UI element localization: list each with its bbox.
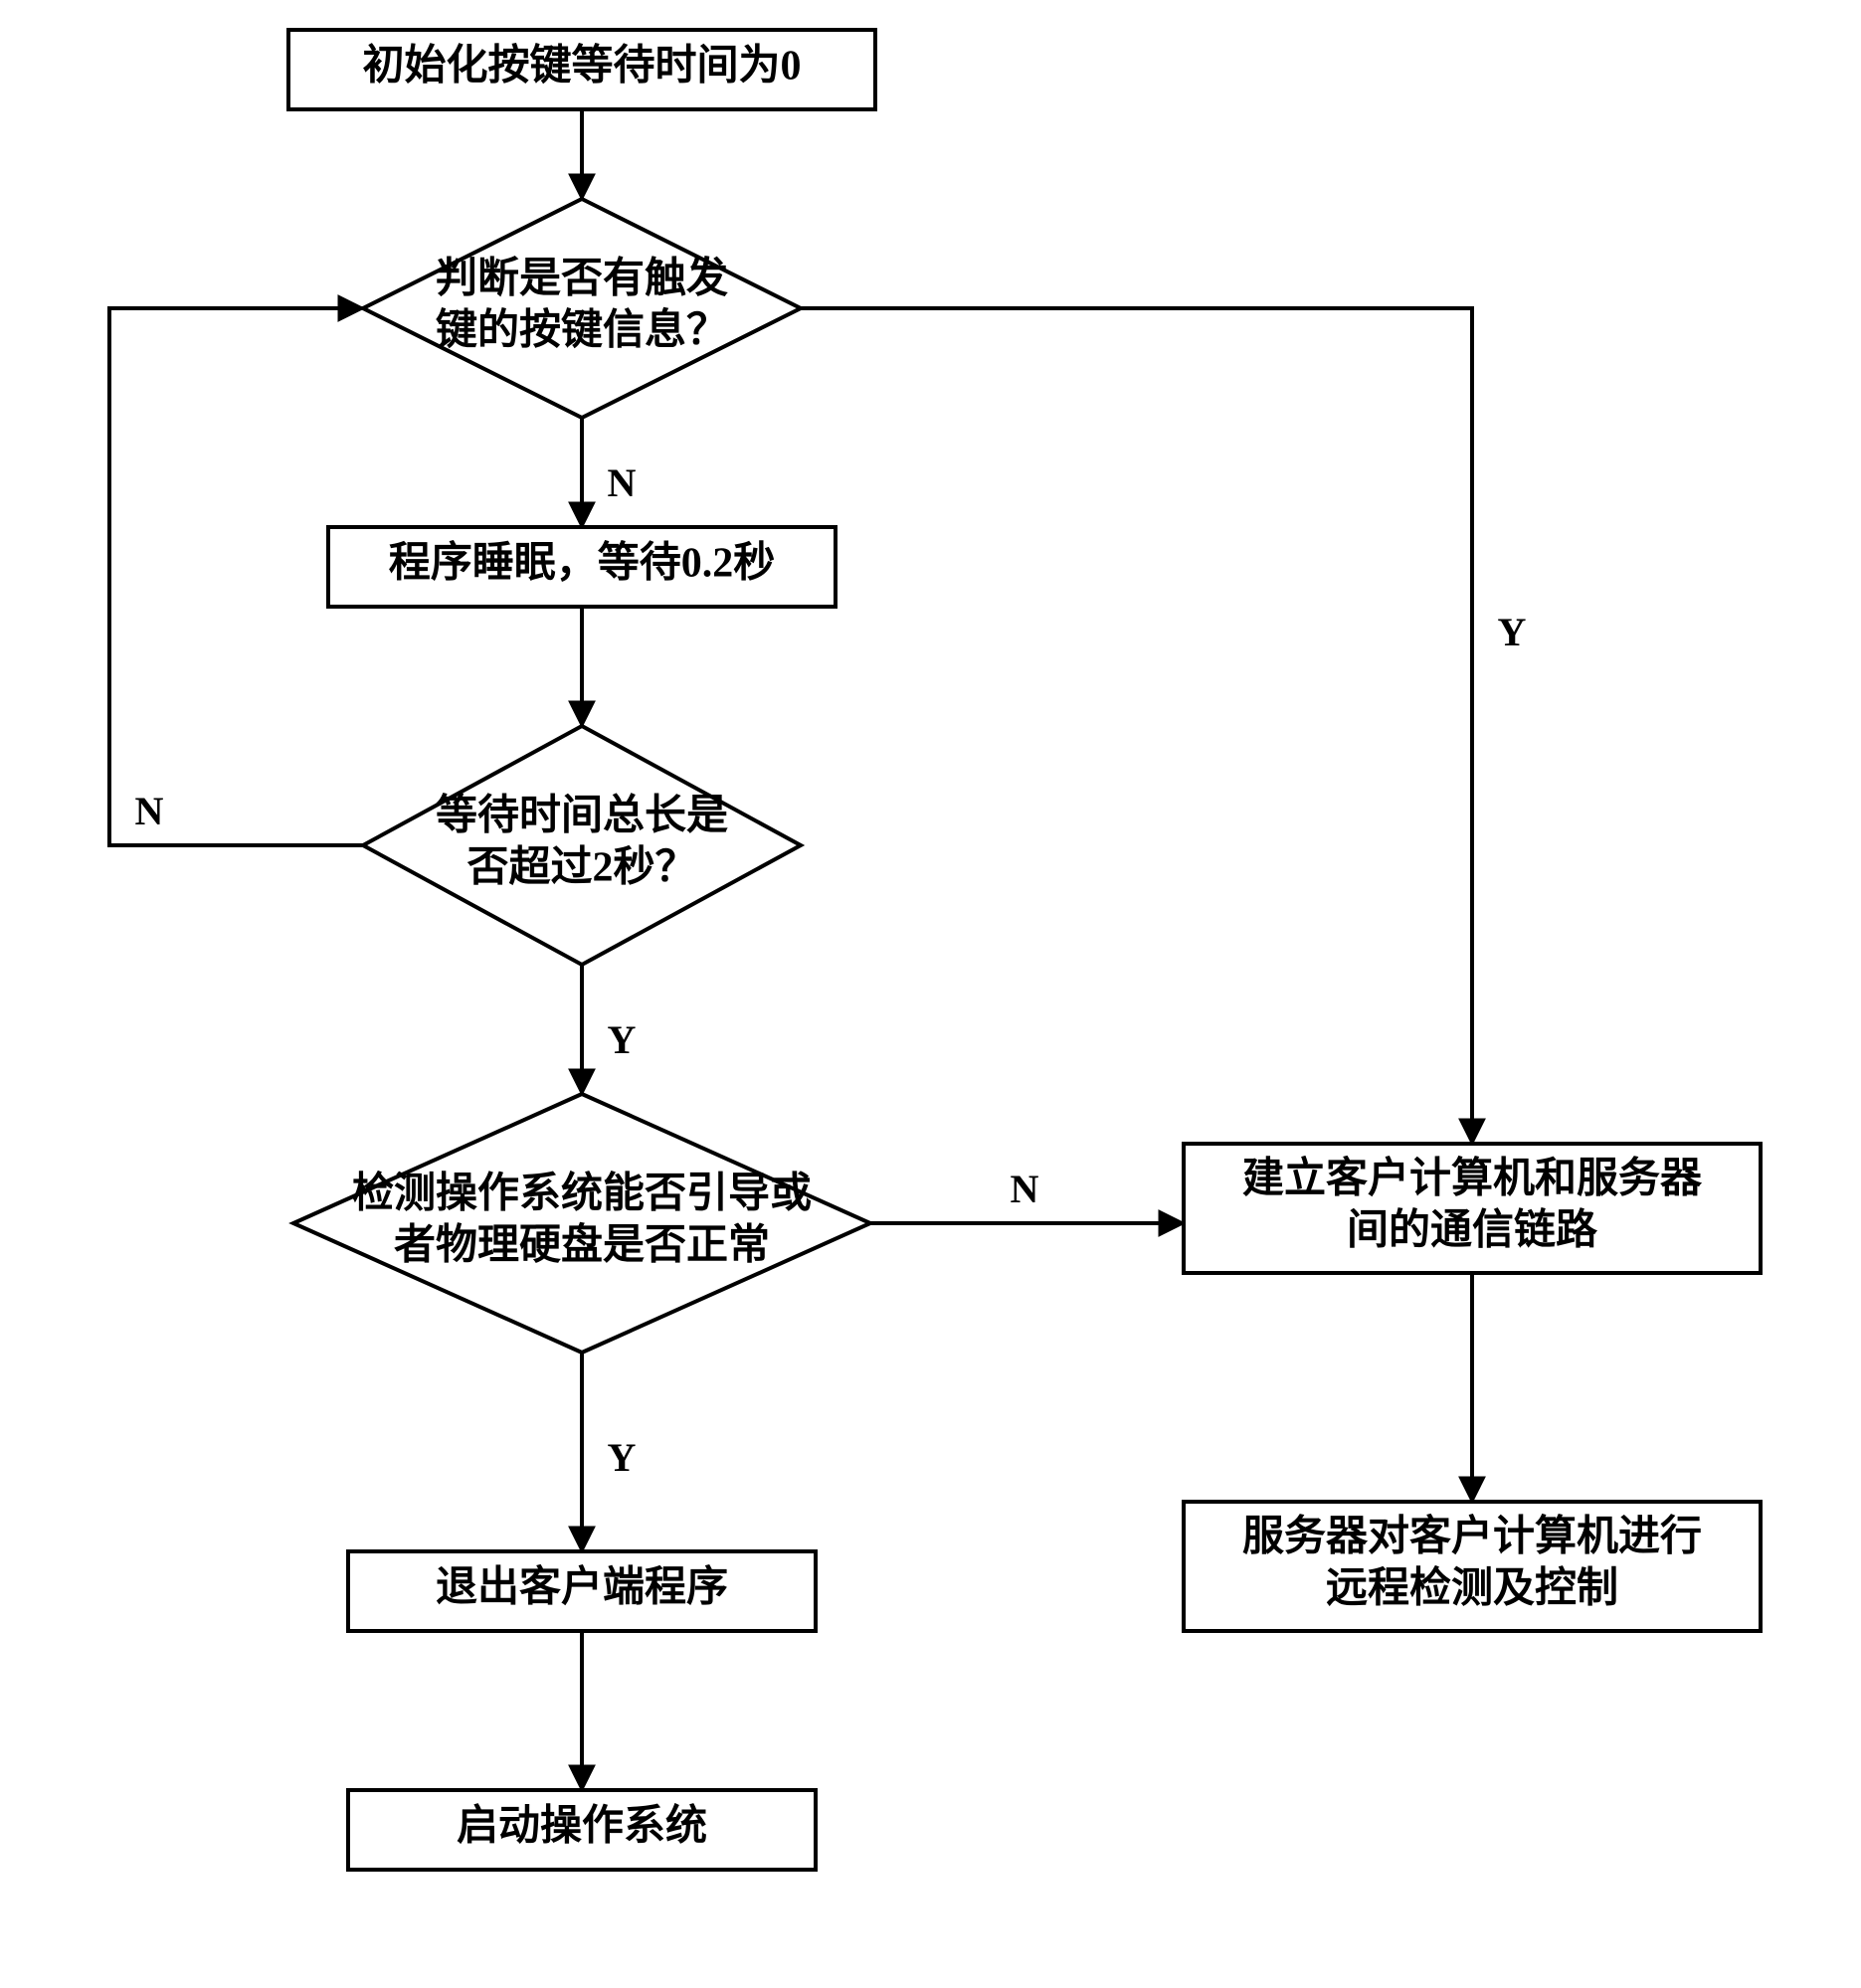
- node-n5: 检测操作系统能否引导或者物理硬盘是否正常: [293, 1094, 870, 1353]
- node-n2: 判断是否有触发键的按键信息？: [363, 199, 801, 418]
- node-n3: 程序睡眠，等待0.2秒: [328, 527, 836, 607]
- edge-label-e2: N: [608, 460, 637, 505]
- node-text-n9-l0: 服务器对客户计算机进行: [1242, 1514, 1702, 1560]
- edge-e6: Y: [582, 1353, 637, 1551]
- edge-label-e5: Y: [608, 1017, 637, 1062]
- edge-e9: Y: [801, 308, 1527, 1144]
- node-text-n4-l1: 否超过2秒？: [466, 844, 696, 891]
- node-n7: 启动操作系统: [348, 1790, 816, 1870]
- node-text-n4-l0: 等待时间总长是: [436, 793, 728, 839]
- edge-e4: N: [109, 308, 363, 845]
- node-text-n5-l0: 检测操作系统能否引导或: [352, 1171, 812, 1217]
- node-n1: 初始化按键等待时间为0: [288, 30, 875, 109]
- node-n4: 等待时间总长是否超过2秒？: [363, 726, 801, 965]
- node-n6: 退出客户端程序: [348, 1551, 816, 1631]
- node-n9: 服务器对客户计算机进行远程检测及控制: [1184, 1502, 1761, 1631]
- edge-label-e9: Y: [1498, 610, 1527, 654]
- node-text-n1-l0: 初始化按键等待时间为0: [362, 43, 801, 90]
- node-text-n8-l1: 间的通信链路: [1347, 1207, 1598, 1254]
- edge-e5: Y: [582, 965, 637, 1094]
- node-text-n2-l1: 键的按键信息？: [436, 307, 728, 354]
- node-text-n5-l1: 者物理硬盘是否正常: [394, 1222, 770, 1269]
- node-text-n7-l0: 启动操作系统: [457, 1803, 707, 1850]
- flowchart-canvas: N N Y Y N Y 初始化按键等待时间为0 判断是否有触发键的按键信息？ 程序睡眠，等待0.…: [0, 0, 1861, 1988]
- node-n8: 建立客户计算机和服务器间的通信链路: [1184, 1144, 1761, 1273]
- edge-label-e4: N: [135, 789, 164, 833]
- edge-label-e6: Y: [608, 1435, 637, 1480]
- node-text-n2-l0: 判断是否有触发: [436, 256, 728, 302]
- node-text-n3-l0: 程序睡眠，等待0.2秒: [389, 540, 776, 587]
- node-text-n6-l0: 退出客户端程序: [436, 1564, 728, 1611]
- node-text-n8-l0: 建立客户计算机和服务器: [1242, 1156, 1703, 1202]
- node-text-n9-l1: 远程检测及控制: [1326, 1565, 1618, 1612]
- edge-label-e8: N: [1011, 1167, 1039, 1211]
- edge-e8: N: [870, 1167, 1184, 1223]
- edge-e2: N: [582, 418, 637, 527]
